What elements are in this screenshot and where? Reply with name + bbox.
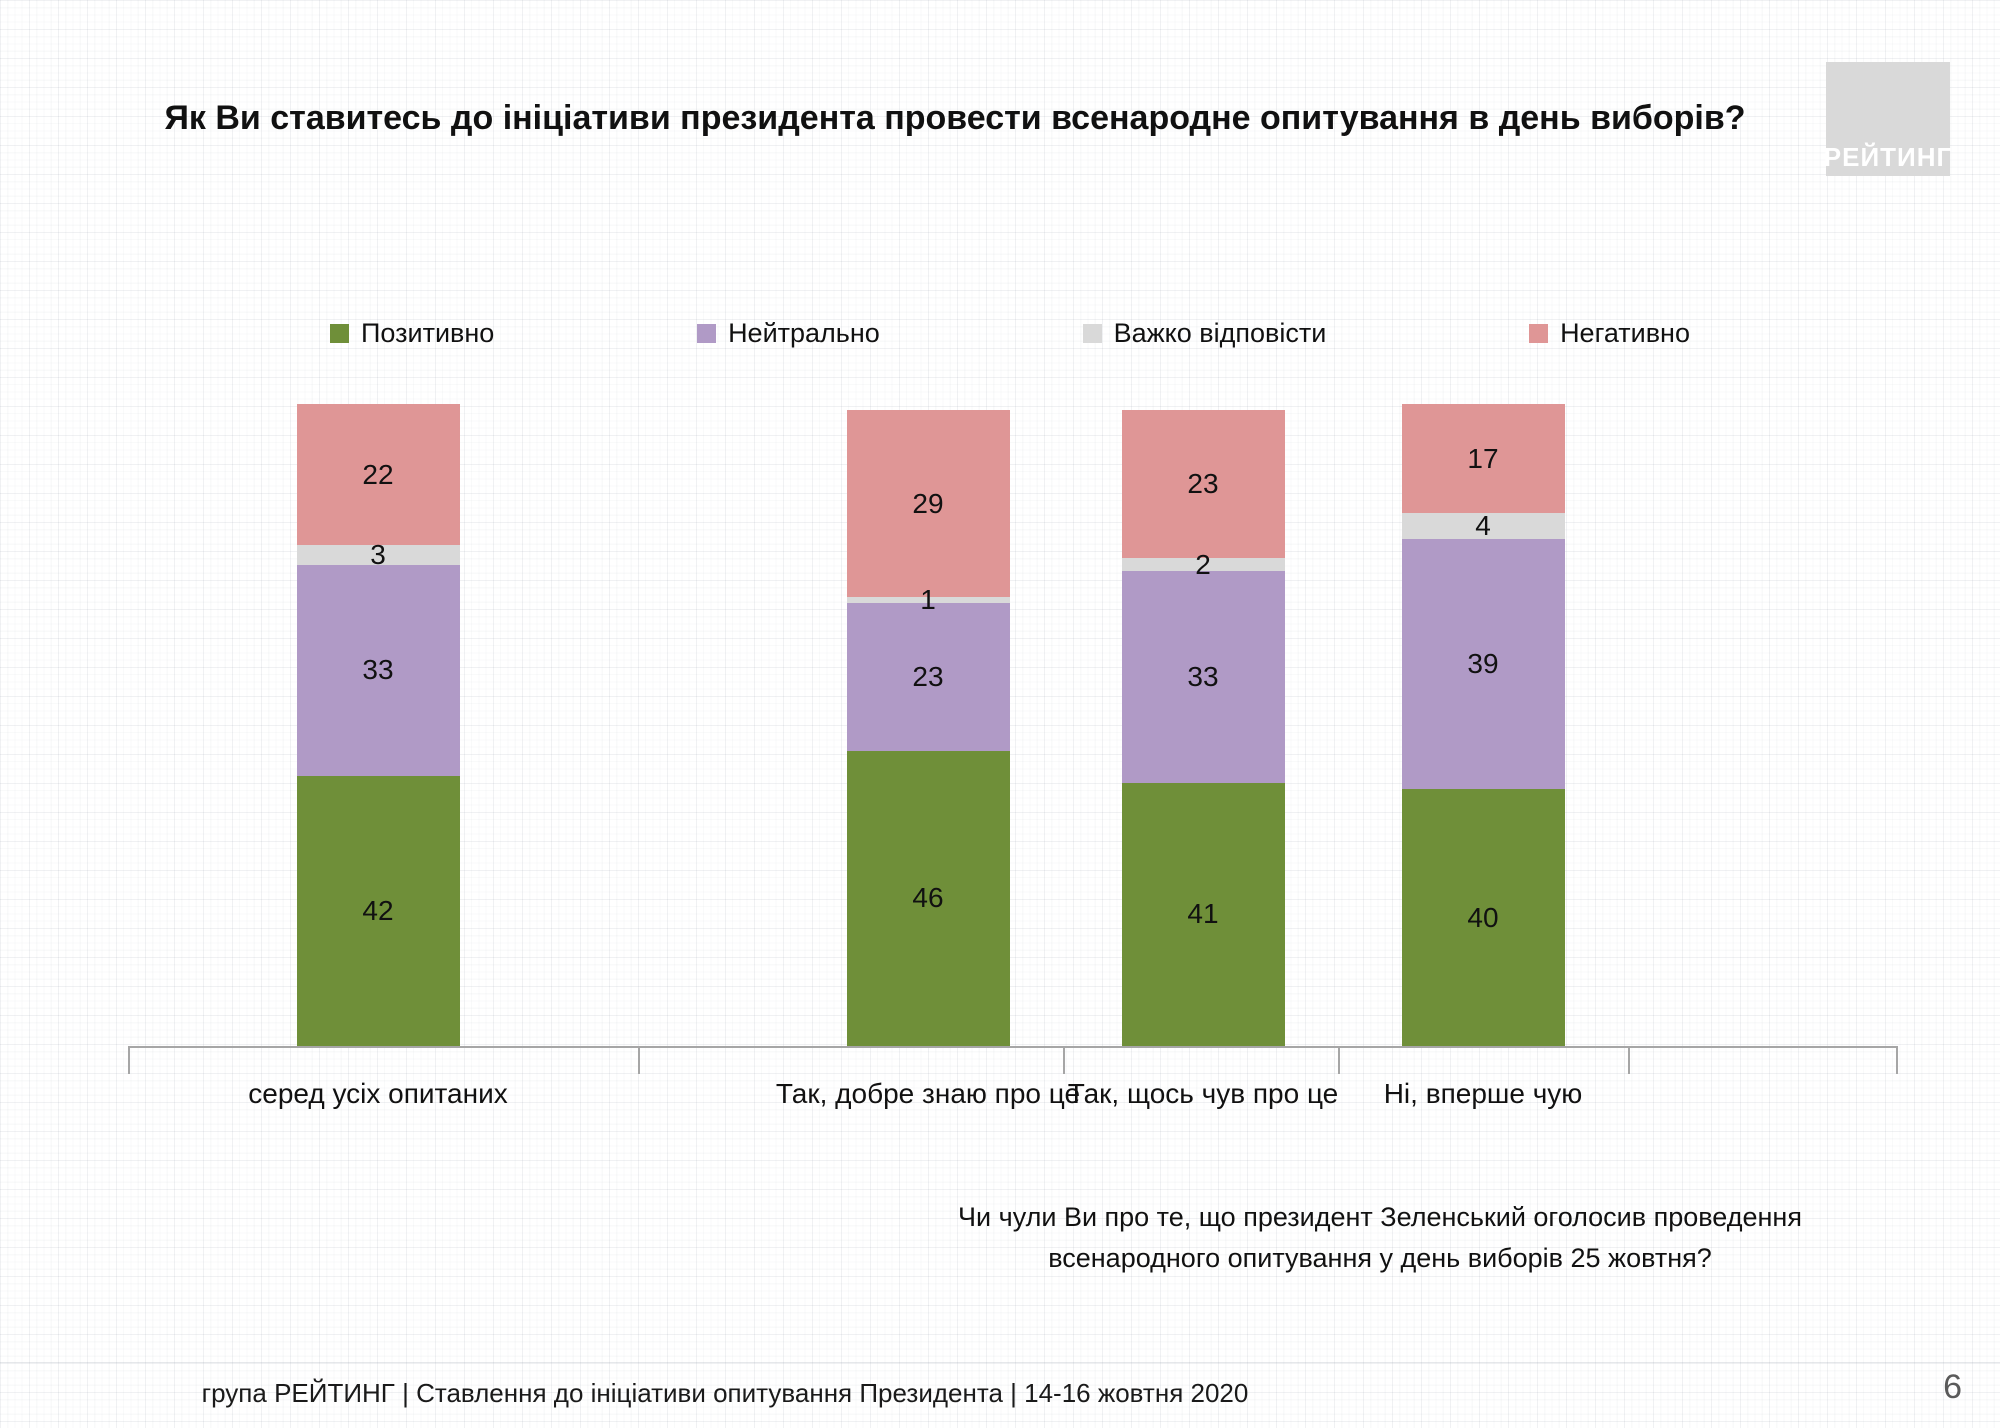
axis-tick	[638, 1048, 640, 1074]
bar-segment[interactable]: 39	[1401, 538, 1565, 790]
bar-segment-value: 46	[912, 882, 944, 914]
bar-segment-value: 23	[912, 660, 944, 692]
bar-segment-value: 33	[362, 654, 394, 686]
x-axis-line	[128, 1046, 1898, 1048]
bar-segment-value: 22	[362, 458, 394, 490]
category-label: серед усіх опитаних	[248, 1078, 508, 1109]
page-title: Як Ви ставитесь до ініціативи президента…	[164, 99, 1746, 137]
category-label: Ні, вперше чую	[1383, 1078, 1583, 1109]
bar-segment[interactable]: 2	[1121, 550, 1285, 578]
stacked-bar[interactable]: 22 3 33 42	[296, 404, 460, 1046]
legend-item-3[interactable]: Важко відповісти	[1082, 318, 1327, 349]
bar-segment-value: 40	[1467, 901, 1499, 933]
bar-segment[interactable]: 33	[296, 564, 460, 777]
legend-item-label: Позитивно	[361, 318, 495, 348]
bar-segment-value: 33	[1187, 660, 1219, 692]
bar-segment[interactable]: 42	[296, 776, 460, 1046]
stacked-bar[interactable]: 29 1 23 46	[846, 410, 1010, 1046]
bar-segment-value: 17	[1467, 442, 1499, 474]
category-label: Так, щось чув про це	[1067, 1078, 1339, 1109]
footer-divider	[0, 1362, 2000, 1363]
axis-tick	[1338, 1048, 1340, 1074]
bar-segment-value: 29	[912, 487, 944, 519]
bar-segment-value: 1	[920, 583, 936, 615]
rating-logo: РЕЙТИНГ	[1823, 62, 1953, 176]
bar-segment-value: 41	[1187, 898, 1219, 930]
legend-item-label: Нейтрально	[728, 318, 880, 348]
bar-segment[interactable]: 29	[846, 410, 1010, 597]
legend-swatch-icon	[1529, 324, 1549, 343]
bar-segment[interactable]: 40	[1401, 789, 1565, 1046]
stacked-bar[interactable]: 17 4 39 40	[1401, 404, 1565, 1046]
logo-text: РЕЙТИНГ	[1823, 142, 1953, 172]
chart-plot-area: 22 3 33 42 29 1 23 46 23 2 33 41 17 4 39 40	[128, 395, 1898, 1048]
category-label: Так, добре знаю про це	[775, 1078, 1081, 1109]
bar-segment-value: 42	[362, 895, 394, 927]
bar-segment[interactable]: 33	[1121, 570, 1285, 783]
legend-item-2[interactable]: Нейтрально	[697, 318, 880, 349]
axis-tick	[1896, 1048, 1898, 1074]
legend-swatch-icon	[697, 324, 717, 343]
bar-segment-value: 39	[1467, 648, 1499, 680]
axis-tick	[1628, 1048, 1630, 1074]
bar-segment-value: 3	[370, 538, 386, 570]
bar-segment[interactable]: 22	[296, 404, 460, 546]
chart-caption: Чи чули Ви про те, що президент Зеленськ…	[958, 1202, 1802, 1273]
bar-segment-value: 4	[1475, 509, 1491, 541]
bar-segment-value: 23	[1187, 468, 1219, 500]
page-number: 6	[1943, 1368, 1962, 1406]
bar-segment[interactable]: 41	[1121, 782, 1285, 1046]
stacked-bar[interactable]: 23 2 33 41	[1121, 410, 1285, 1046]
legend-swatch-icon	[330, 324, 349, 343]
axis-tick	[128, 1048, 130, 1074]
legend-item-1[interactable]: Позитивно	[330, 318, 494, 349]
footer-text: група РЕЙТИНГ | Ставлення до ініціативи …	[201, 1378, 1249, 1408]
bar-segment[interactable]: 3	[296, 540, 460, 568]
bar-segment[interactable]: 4	[1401, 509, 1565, 541]
legend-item-label: Важко відповісти	[1113, 318, 1327, 348]
category-axis-ticks	[128, 1048, 1898, 1074]
chart-legend: Позитивно Нейтрально Важко відповісти Негат…	[330, 318, 1690, 349]
axis-tick	[1063, 1048, 1065, 1074]
legend-swatch-icon	[1082, 324, 1102, 343]
bar-segment-value: 2	[1195, 548, 1211, 580]
bar-segment[interactable]: 1	[846, 585, 1010, 613]
bar-segment[interactable]: 17	[1401, 404, 1565, 514]
legend-item-label: Негативно	[1560, 318, 1690, 348]
bar-segment[interactable]: 46	[846, 750, 1010, 1046]
bar-segment[interactable]: 23	[846, 603, 1010, 751]
legend-item-4[interactable]: Негативно	[1529, 318, 1690, 349]
bar-segment[interactable]: 23	[1121, 410, 1285, 559]
category-axis-labels: серед усіх опитаних Так, добре знаю про ц…	[128, 1078, 1898, 1124]
